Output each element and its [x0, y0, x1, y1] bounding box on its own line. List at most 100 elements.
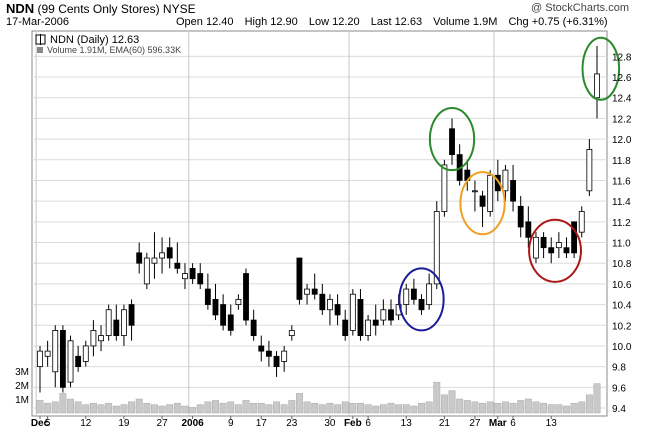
- date-tick-label: 21: [439, 418, 451, 429]
- volume-bar: [158, 405, 166, 414]
- price-tick-label: 10.2: [612, 321, 632, 332]
- volume-bar: [585, 394, 593, 414]
- candle-body-up: [426, 283, 433, 305]
- candle: [197, 263, 204, 290]
- volume-bar: [440, 394, 448, 414]
- legend-price: NDN (Daily) 12.63: [50, 34, 139, 46]
- candle: [586, 139, 593, 196]
- candle: [204, 273, 211, 310]
- volume-bar: [486, 401, 494, 414]
- candle-body-up: [586, 149, 593, 192]
- volume-bar: [433, 381, 441, 414]
- volume-bar: [288, 400, 296, 414]
- price-tick-label: 11.4: [612, 197, 631, 208]
- candle-body-up: [44, 350, 51, 357]
- date-tick-label: 30: [324, 418, 336, 429]
- candle-body-down: [59, 330, 66, 388]
- candle: [510, 164, 516, 212]
- volume-bar: [135, 398, 143, 414]
- volume-tick-label: 2M: [15, 381, 29, 392]
- candle: [357, 289, 364, 341]
- candle: [502, 164, 509, 202]
- volume-bar: [242, 400, 250, 414]
- price-tick-label: 12.0: [612, 135, 632, 146]
- volume-bar: [379, 404, 387, 414]
- price-tick-label: 11.8: [612, 156, 631, 167]
- price-tick-label: 10.8: [612, 259, 632, 270]
- date-tick-label: 2006: [181, 418, 204, 429]
- candle-body-down: [296, 257, 303, 300]
- candle: [235, 294, 242, 310]
- candle: [449, 118, 455, 165]
- candle-body-down: [220, 304, 227, 326]
- candle-body-up: [304, 288, 310, 295]
- candle: [189, 263, 196, 284]
- candle-body-up: [98, 335, 104, 342]
- quote-last: Last 12.63: [370, 16, 423, 28]
- candle: [52, 325, 59, 388]
- candle: [227, 304, 234, 336]
- date-tick-label: Feb: [344, 418, 362, 429]
- candle-body-up: [182, 273, 188, 280]
- candle: [75, 345, 82, 372]
- legend-volume: Volume 1.91M, EMA(60) 596.33K: [47, 45, 181, 55]
- candle: [410, 278, 417, 305]
- price-tick-label: 9.8: [612, 363, 626, 374]
- volume-bar: [303, 401, 311, 414]
- copyright-text[interactable]: @ StockCharts.com: [531, 2, 629, 14]
- volume-bar: [593, 383, 601, 414]
- candle: [426, 273, 433, 310]
- date-tick-label: 6: [365, 418, 371, 429]
- volume-bar: [219, 402, 227, 414]
- date-tick-label: 27: [157, 418, 169, 429]
- volume-bar: [479, 402, 487, 414]
- candle: [594, 46, 600, 119]
- price-tick-label: 9.6: [612, 383, 626, 394]
- candle: [418, 294, 425, 315]
- volume-bar: [509, 402, 517, 414]
- candle-body-down: [357, 298, 364, 336]
- volume-bar: [418, 402, 425, 414]
- candle-body-down: [418, 298, 425, 311]
- candle: [433, 201, 440, 290]
- volume-bar: [334, 404, 342, 414]
- candle: [113, 304, 120, 341]
- volume-bar: [349, 402, 357, 414]
- volume-bar: [181, 405, 189, 414]
- candle: [166, 237, 173, 269]
- candle-body-up: [365, 319, 372, 337]
- price-tick-label: 12.2: [612, 114, 632, 125]
- candle-body-up: [90, 330, 97, 347]
- candle-body-up: [502, 169, 509, 192]
- candle: [258, 335, 265, 362]
- candle-body-down: [197, 273, 204, 285]
- plot-area: [31, 30, 608, 417]
- candle-body-down: [342, 319, 349, 337]
- candle: [388, 299, 394, 326]
- volume-bar: [212, 400, 219, 414]
- volume-bar: [51, 401, 59, 414]
- candle: [319, 283, 326, 315]
- annotation-circle: [528, 218, 582, 283]
- candle: [121, 304, 127, 346]
- volume-bar: [463, 400, 471, 414]
- candle: [571, 221, 578, 259]
- candle: [311, 273, 318, 300]
- ticker-symbol: NDN: [6, 1, 35, 16]
- volume-bar: [227, 401, 235, 414]
- price-tick-label: 11.2: [612, 218, 631, 229]
- candle: [151, 232, 158, 279]
- volume-bar: [128, 401, 136, 414]
- candle-body-down: [510, 180, 516, 202]
- candle-body-down: [166, 247, 173, 259]
- candle: [59, 325, 66, 393]
- volume-bar: [44, 402, 52, 414]
- candle: [327, 294, 333, 326]
- candle: [403, 283, 410, 315]
- price-tick-label: 10.0: [612, 342, 632, 353]
- annotation-circle: [428, 107, 476, 172]
- volume-bars: [36, 381, 601, 414]
- annotation-circles: [398, 36, 621, 332]
- candle-body-up: [349, 293, 356, 331]
